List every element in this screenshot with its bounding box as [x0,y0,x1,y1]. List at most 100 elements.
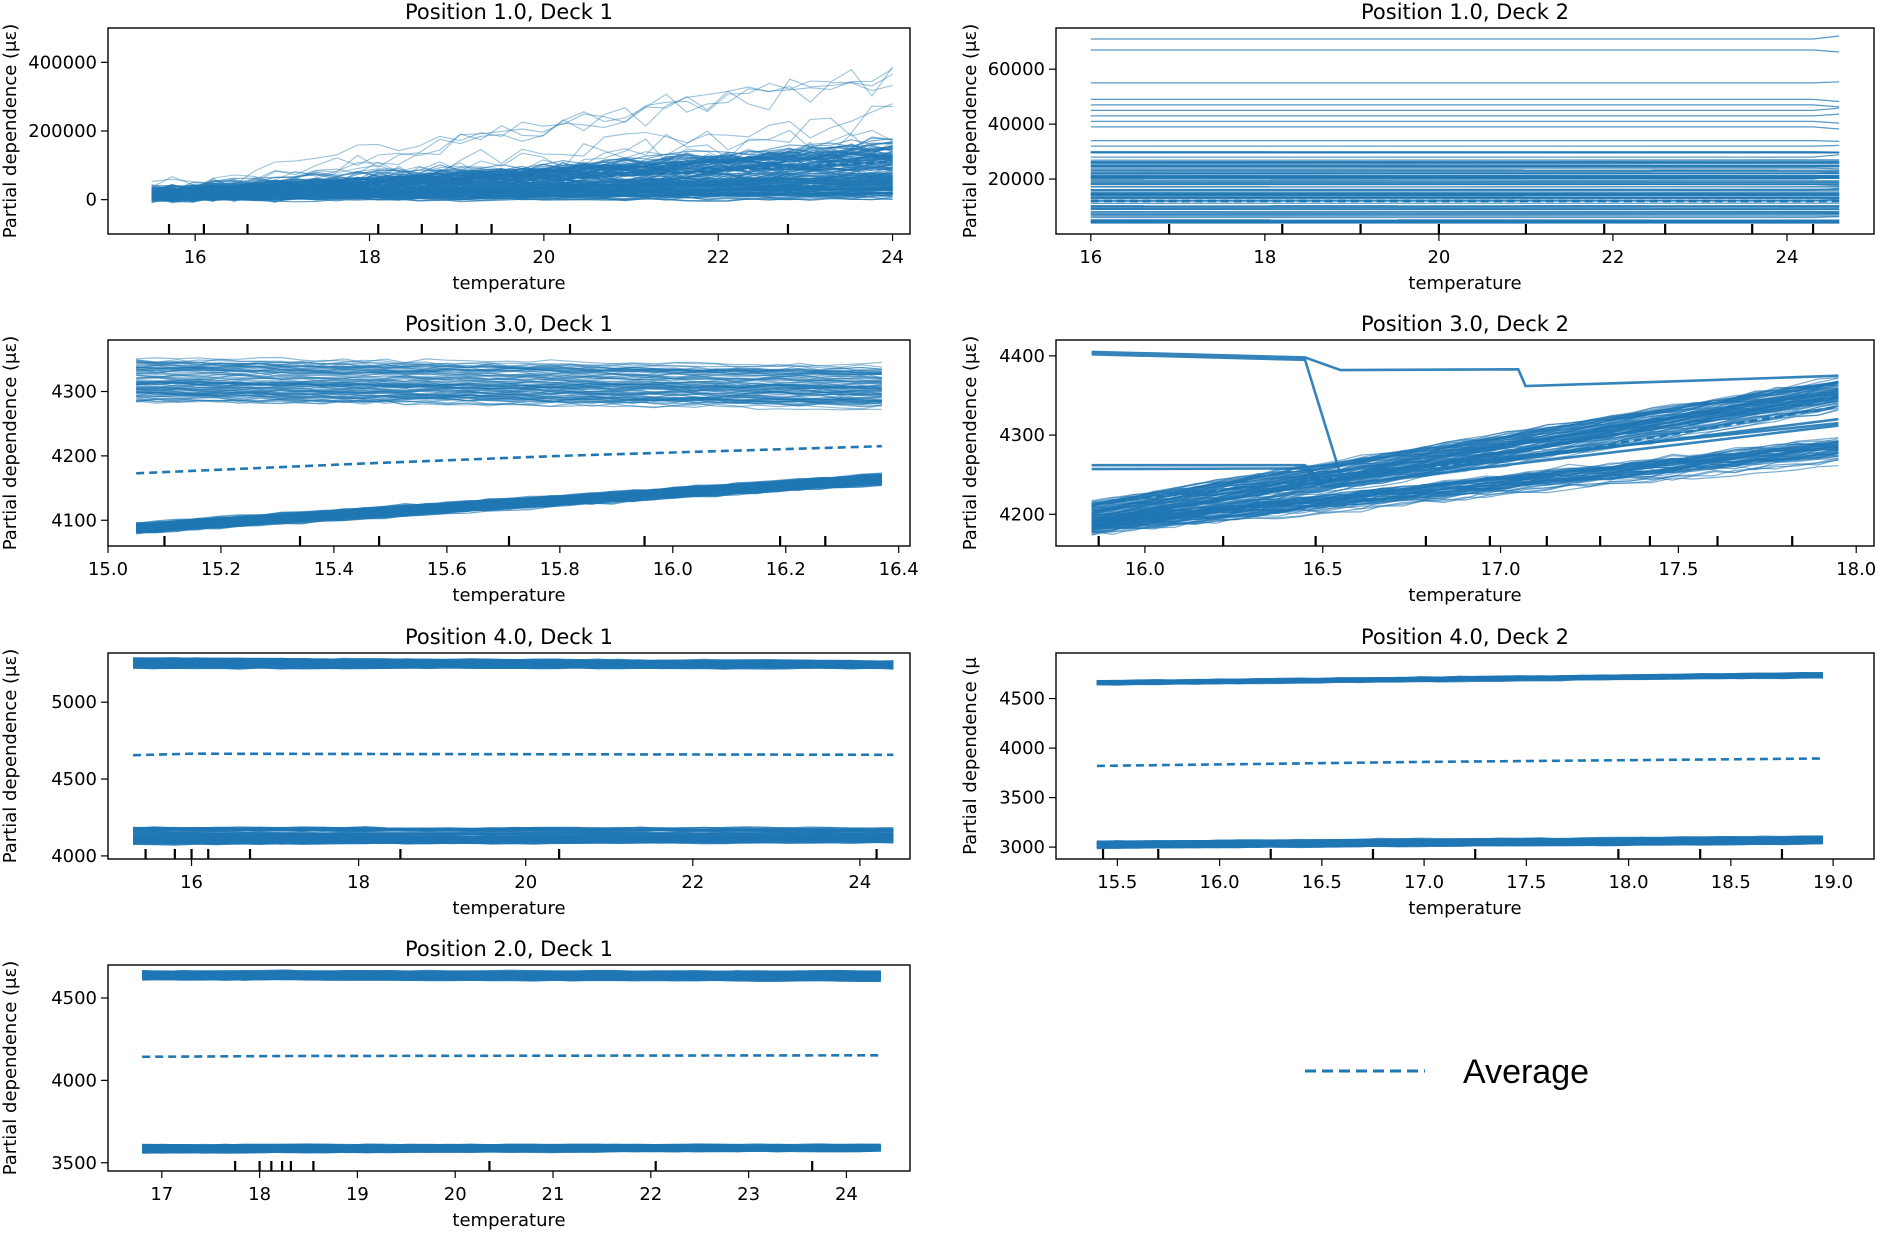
chart-panel-4: 16.0 16.5 17.0 17.5 18.0 4200 4300 4400 Position… [960,312,1876,606]
ice-line [1091,452,1839,536]
x-tick-label: 18 [248,1184,271,1205]
ice-line [133,828,894,832]
ice-line [1091,392,1839,517]
ice-line [1091,381,1839,508]
x-tick-label: 16.0 [1200,872,1240,893]
ice-line [1090,213,1840,215]
ice-line [1091,395,1839,520]
x-tick-label: 16.2 [766,559,806,580]
x-axis-label: temperature [1408,273,1521,294]
ice-line [151,180,893,197]
x-axis-label: temperature [452,898,565,919]
ice-line [136,359,882,373]
y-tick-label: 200000 [28,121,97,142]
ice-line [1090,167,1840,170]
x-tick-label: 24 [1776,247,1799,268]
x-tick-label: 16.5 [1303,559,1343,580]
y-tick-label: 4000 [51,846,97,867]
chart-title: Position 4.0, Deck 2 [1361,625,1569,649]
ice-line [133,838,894,842]
ice-line [151,194,893,202]
x-tick-label: 22 [707,247,730,268]
ice-line [1091,383,1839,506]
ice-line [136,360,882,376]
ice-line-outlier [151,133,893,198]
x-tick-label: 18.5 [1711,872,1751,893]
x-tick-label: 24 [881,247,904,268]
ice-line [1091,397,1839,520]
ice-line [142,974,881,978]
x-tick-label: 17.5 [1658,559,1698,580]
ice-line [1090,179,1840,182]
ice-line [136,475,882,527]
average-line [142,1054,881,1059]
chart-panel-1: 16 18 20 22 24 0 200000 400000 Position 1.0, Dec… [0,0,911,294]
ice-line [1090,171,1840,175]
x-axis-label: temperature [1408,898,1521,919]
y-axis-label: Partial dependence (με) [960,336,981,551]
ice-line [142,978,881,983]
x-tick-label: 24 [848,872,871,893]
x-tick-label: 16 [184,247,207,268]
ice-line [1090,113,1840,117]
x-tick-label: 16.0 [653,559,693,580]
ice-line [1091,453,1839,534]
y-tick-label: 4100 [51,510,97,531]
y-axis-label: Partial dependence (με) [0,24,21,239]
chart-panel-7: 17 18 19 20 21 22 23 24 3500 4000 4500 Position 2.0… [0,937,911,1231]
ice-line [142,1145,881,1148]
chart-panel-6: 15.5 16.0 16.5 17.0 17.5 18.0 18.5 19.0 3000 3500… [960,625,1875,919]
ice-line [1090,175,1840,180]
ice-line [1091,446,1839,529]
ice-line [142,972,881,976]
y-tick-label: 4500 [51,769,97,790]
y-axis-label: Partial dependence (με) [0,336,21,551]
ice-line [1090,216,1840,219]
y-axis-label: Partial dependence (με) [0,649,21,864]
x-tick-label: 22 [1601,247,1624,268]
ice-line-outlier [151,103,893,195]
ice-line [1096,836,1823,843]
y-axis-label: Partial dependence (με) [0,961,21,1176]
ice-line [136,388,882,398]
ice-line [1091,444,1839,523]
plot-area [1096,671,1823,850]
y-tick-label: 3000 [999,837,1045,858]
ice-line [1096,671,1823,682]
x-tick-label: 16 [1079,247,1102,268]
x-tick-label: 22 [639,1184,662,1205]
chart-title: Position 4.0, Deck 1 [405,625,613,649]
average-line [1096,757,1823,768]
ice-line [151,145,893,195]
x-tick-label: 18 [1253,247,1276,268]
ice-line [136,383,882,394]
y-tick-label: 3500 [51,1153,97,1174]
x-axis-label: temperature [452,273,565,294]
plot-area [142,969,881,1154]
ice-line [136,397,882,407]
ice-line [1090,120,1840,124]
x-axis-label: temperature [1408,585,1521,606]
x-tick-label: 18.0 [1836,559,1876,580]
ice-line [133,657,894,663]
y-tick-label: 60000 [988,59,1045,80]
y-axis-label: Partial dependence (μ [960,657,981,855]
ice-line [1090,154,1840,158]
plot-frame [107,652,911,860]
ice-line [136,379,882,391]
y-tick-label: 4300 [999,425,1045,446]
ice-line [1090,211,1840,215]
ice-line [142,976,881,979]
ice-line [1091,441,1839,522]
ice-line [1090,219,1840,222]
plot-frame [1055,27,1875,235]
ice-line-outlier [151,117,893,203]
x-axis-label: temperature [452,1210,565,1231]
x-tick-label: 20 [444,1184,467,1205]
ice-line-outlier [151,105,893,201]
ice-line-special [1091,350,1839,388]
ice-line [1090,126,1840,130]
x-tick-label: 18 [347,872,370,893]
chart-panel-2: 16 18 20 22 24 20000 40000 60000 Position 1.0, D… [960,0,1875,294]
